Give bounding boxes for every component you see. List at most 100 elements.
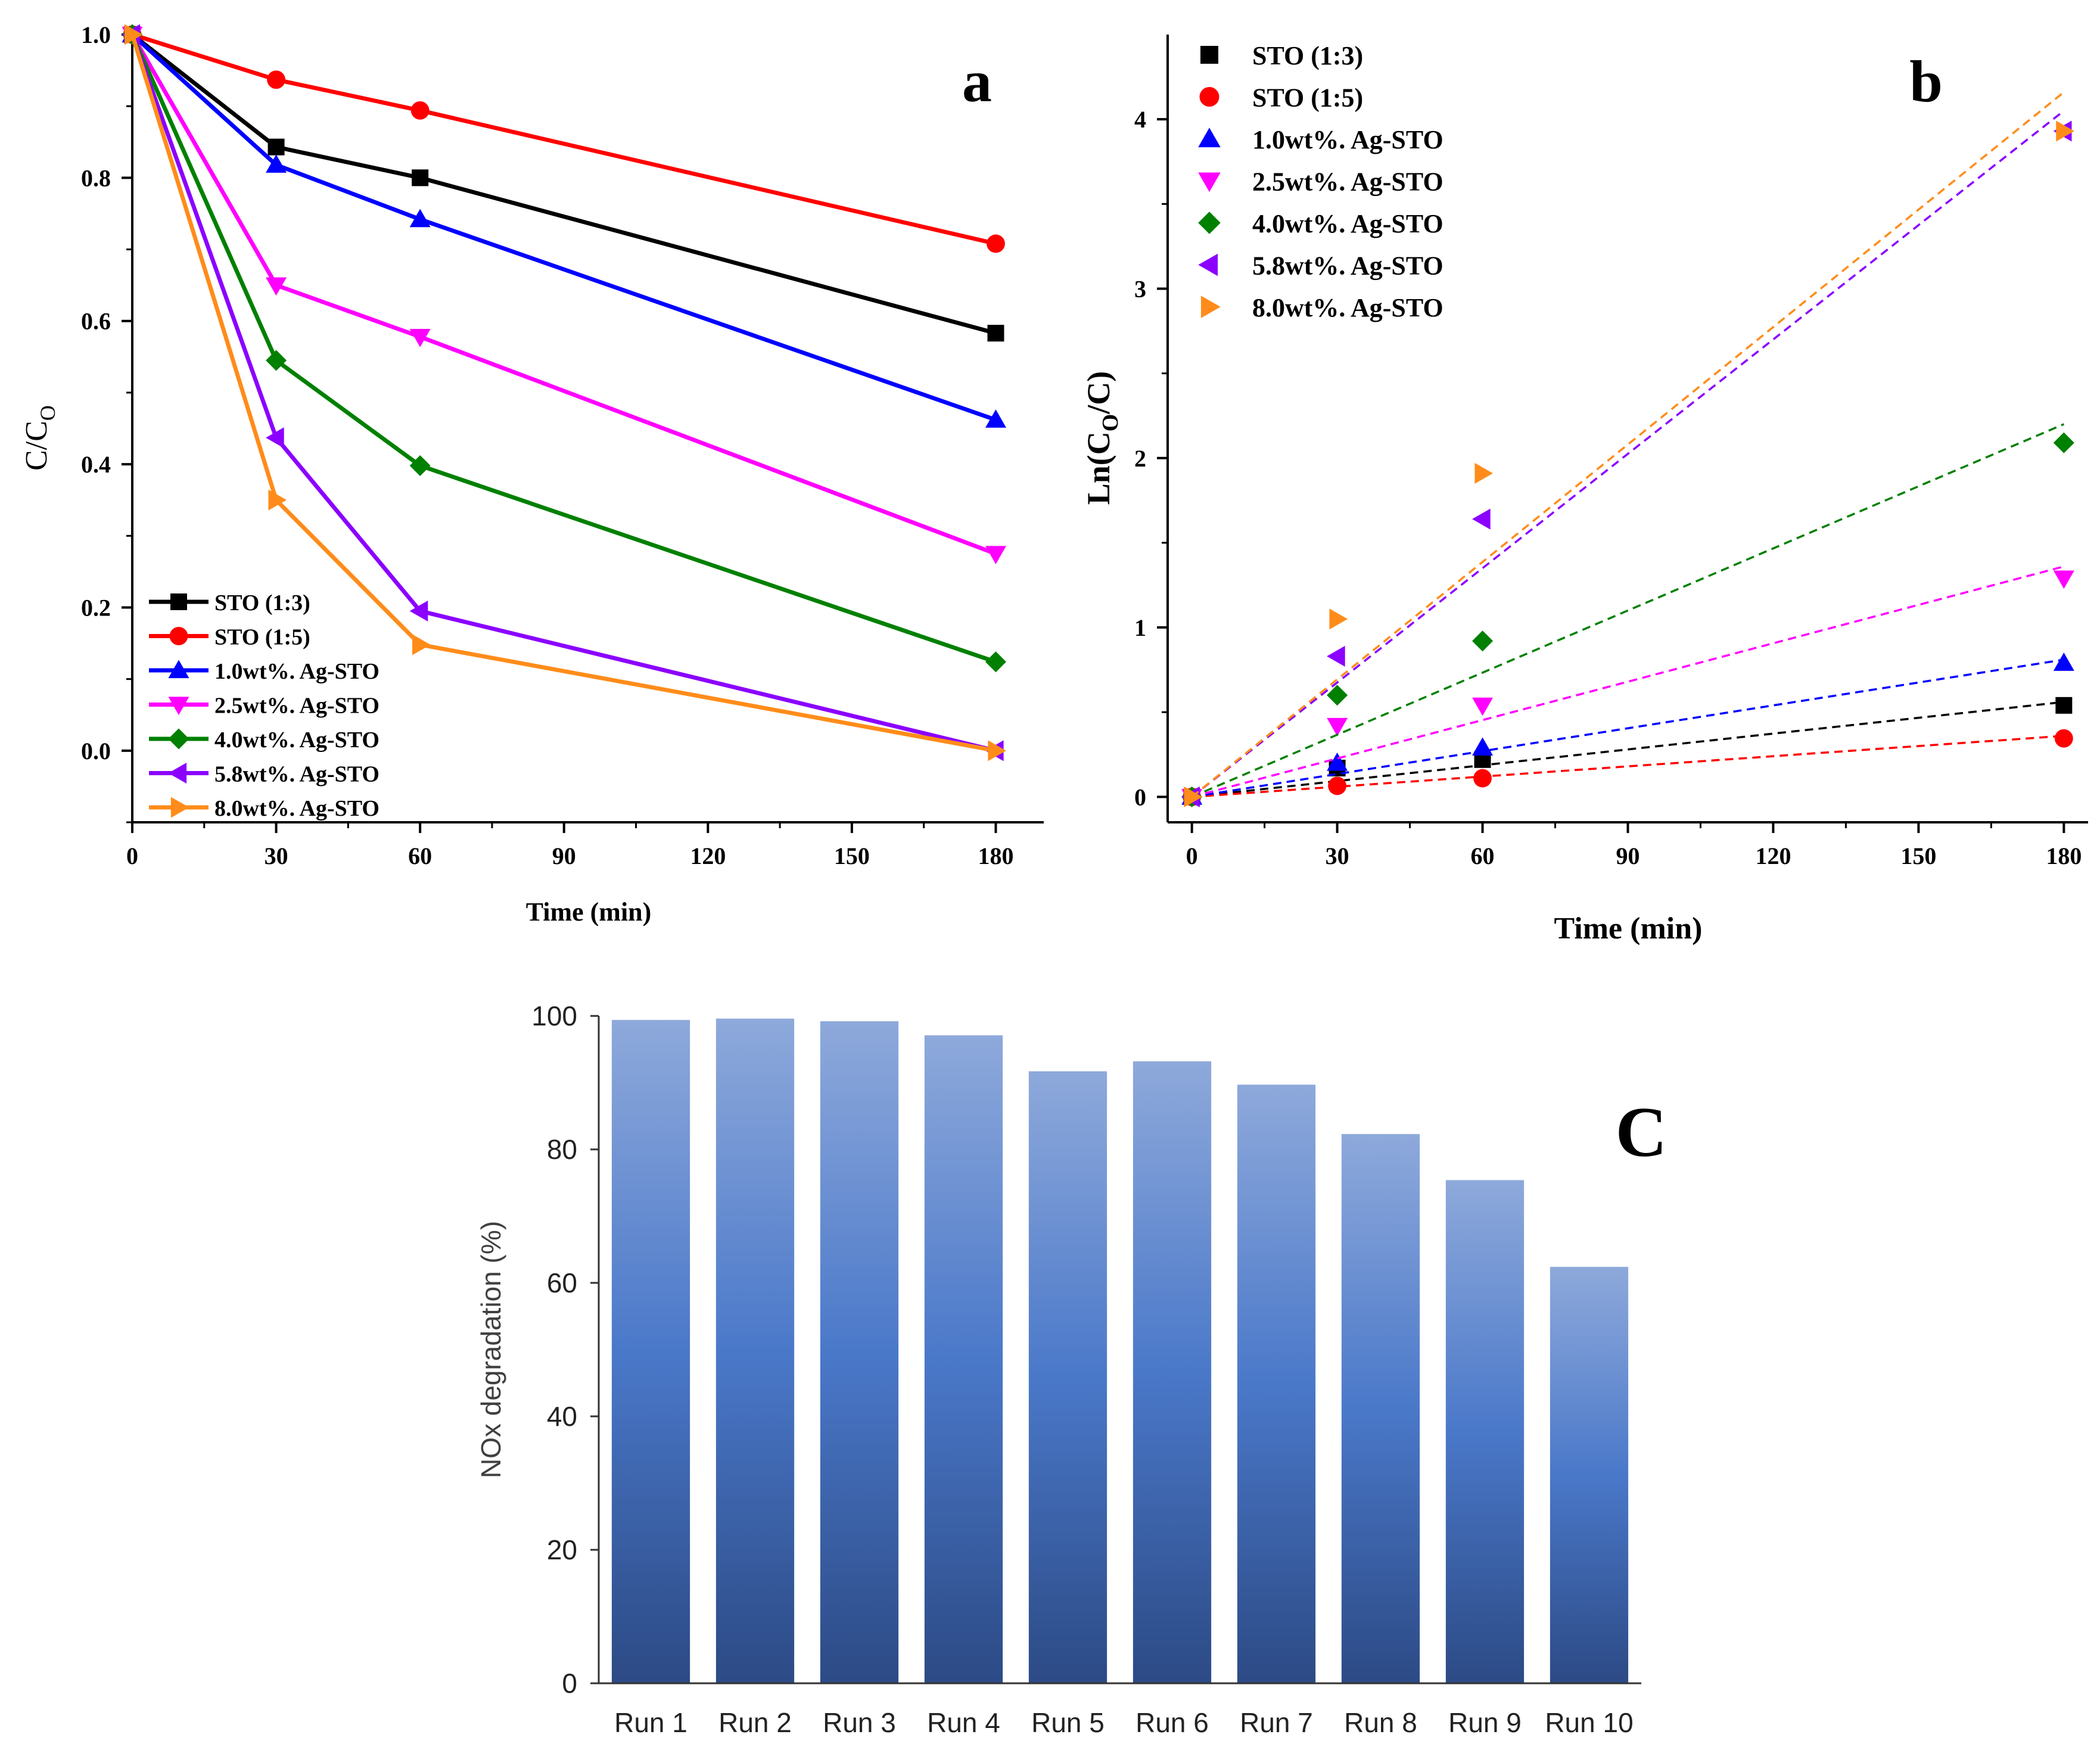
panel-c-bar <box>1133 1061 1212 1683</box>
panel-a-legend-marker <box>168 728 189 750</box>
panel-c-y-tick-label: 60 <box>547 1267 577 1298</box>
panel-c-x-tick-label: Run 10 <box>1545 1707 1633 1738</box>
panel-b-point <box>1472 508 1491 530</box>
panel-b-point <box>2053 652 2074 671</box>
panel-a-plot-area: 0 30 60 90 120 150 180 0.0 0.2 0.4 0.6 0.8 1.0 STO (1… <box>81 21 1044 869</box>
svg-text:Ln(CO/C): Ln(CO/C) <box>1081 371 1123 505</box>
panel-a-legend-label: STO (1:5) <box>214 625 310 650</box>
panel-a-point <box>985 651 1006 673</box>
panel-b-legend-marker <box>1198 172 1221 192</box>
panel-a-legend-label: 1.0wt%. Ag-STO <box>214 659 379 684</box>
panel-c-bar <box>1237 1084 1316 1683</box>
panel-a-y-tick-label: 0.4 <box>81 451 111 478</box>
panel-b-x-axis-label: Time (min) <box>1554 912 1703 946</box>
panel-a-y-label-main: C/C <box>20 421 54 471</box>
panel-c-bar <box>1028 1071 1107 1683</box>
panel-b-y-tick-label: 0 <box>1134 784 1146 810</box>
panel-a-legend-label: 8.0wt%. Ag-STO <box>214 796 379 821</box>
panel-a-x-tick-label: 180 <box>978 843 1013 869</box>
panel-b-legend-marker <box>1200 46 1218 64</box>
panel-a-series-line-6 <box>130 33 997 753</box>
panel-a-x-axis-label: Time (min) <box>526 897 652 927</box>
panel-b-point <box>1327 752 1348 771</box>
panel-a-legend-marker <box>168 660 189 679</box>
panel-b-point <box>1474 462 1494 484</box>
panel-b-y-axis-label: Ln(CO/C) <box>1081 371 1123 505</box>
panel-b-y-label-part1: Ln(C <box>1081 431 1116 505</box>
panel-b-label: b <box>1909 48 1943 114</box>
panel-a-point <box>985 409 1006 428</box>
panel-a-x-tick-label: 90 <box>552 843 576 869</box>
panel-a-legend-marker <box>168 763 187 784</box>
panel-c-y-tick-label: 20 <box>547 1534 577 1565</box>
panel-a-x-tick-label: 30 <box>265 843 288 869</box>
panel-a-x-tick-label: 150 <box>834 843 870 869</box>
panel-a-point <box>410 101 430 120</box>
panel-b-point <box>1327 685 1348 706</box>
panel-b-fit-line-1 <box>1191 701 2064 798</box>
panel-a-y-label-sub: O <box>36 405 60 421</box>
panel-a-legend-label: 5.8wt%. Ag-STO <box>214 762 379 787</box>
panel-b-point <box>2054 729 2073 748</box>
panel-b-point <box>1327 717 1348 736</box>
panel-a-point <box>409 209 431 228</box>
panel-b-point <box>1184 786 1203 807</box>
panel-b-legend-label: 4.0wt%. Ag-STO <box>1252 209 1443 238</box>
panel-b-y-label-part2: /C) <box>1081 371 1116 415</box>
panel-c-bar <box>715 1018 795 1683</box>
panel-b-legend-marker <box>1198 253 1218 276</box>
panel-a-point <box>266 427 284 449</box>
panel-b-x-tick-label: 180 <box>2046 843 2082 869</box>
panel-c-x-tick-label: Run 3 <box>823 1707 896 1738</box>
panel-b-point <box>1473 769 1492 788</box>
panel-b-legend-marker <box>1200 296 1221 318</box>
panel-c-bar <box>1445 1180 1525 1683</box>
panel-a-point <box>409 329 431 347</box>
panel-a-point <box>409 600 428 621</box>
panel-c-x-tick-label: Run 7 <box>1240 1707 1313 1738</box>
panel-b-point <box>1472 737 1494 756</box>
panel-a-y-tick-label: 0.8 <box>81 164 111 191</box>
panel-c-y-axis-label: NOx degradation (%) <box>475 1221 506 1478</box>
panel-c-bar <box>820 1021 899 1683</box>
panel-b-x-tick-label: 90 <box>1616 843 1640 869</box>
panel-b-legend-label: STO (1:5) <box>1252 83 1363 113</box>
panel-b-y-tick-label: 1 <box>1134 614 1146 641</box>
panel-a-series-line-7 <box>130 33 997 753</box>
panel-b-fit-line-7 <box>1191 91 2065 798</box>
panel-a-x-tick-label: 0 <box>126 843 138 869</box>
panel-c-y-tick-label: 80 <box>547 1134 577 1165</box>
panel-a-legend-label: STO (1:3) <box>214 590 310 616</box>
panel-b-legend-label: 5.8wt%. Ag-STO <box>1252 251 1443 281</box>
panel-a-series-line-1 <box>130 33 997 335</box>
panel-b-y-tick-label: 3 <box>1134 275 1146 302</box>
panel-a-legend-label: 2.5wt%. Ag-STO <box>214 694 379 719</box>
panel-a-y-tick-label: 0.2 <box>81 594 111 621</box>
panel-a-series-line-4 <box>130 33 997 556</box>
panel-c-bar <box>1550 1267 1629 1683</box>
panel-a-point <box>987 234 1005 253</box>
panel-b-point <box>1328 776 1347 795</box>
panel-b-legend-label: STO (1:3) <box>1252 41 1363 70</box>
panel-b-y-tick-label: 2 <box>1134 445 1146 472</box>
panel-c-y-tick-label: 0 <box>562 1668 577 1699</box>
panel-a-legend-label: 4.0wt%. Ag-STO <box>214 728 379 753</box>
panel-b-fit-line-6 <box>1191 110 2065 798</box>
panel-b-fit-line-5 <box>1191 423 2065 798</box>
panel-c-bar <box>924 1035 1003 1683</box>
panel-a-y-axis-label: C/CO <box>20 405 60 471</box>
panel-b-point <box>2055 697 2073 714</box>
panel-b-fit-line-4 <box>1191 565 2064 798</box>
panel-b-point <box>1329 608 1348 630</box>
panel-b-legend-marker <box>1198 128 1221 148</box>
panel-b-x-tick-label: 120 <box>1755 843 1791 869</box>
panel-b-y-tick-label: 4 <box>1134 106 1146 133</box>
panel-b-legend-label: 8.0wt%. Ag-STO <box>1252 293 1443 322</box>
panel-a-y-tick-label: 1.0 <box>81 21 111 48</box>
panel-a-legend-marker <box>169 627 188 645</box>
panel-c-label: C <box>1616 1092 1667 1171</box>
panel-b-y-label-sub: O <box>1098 414 1123 432</box>
panel-a-point <box>266 350 287 371</box>
panel-a-point <box>267 138 285 156</box>
